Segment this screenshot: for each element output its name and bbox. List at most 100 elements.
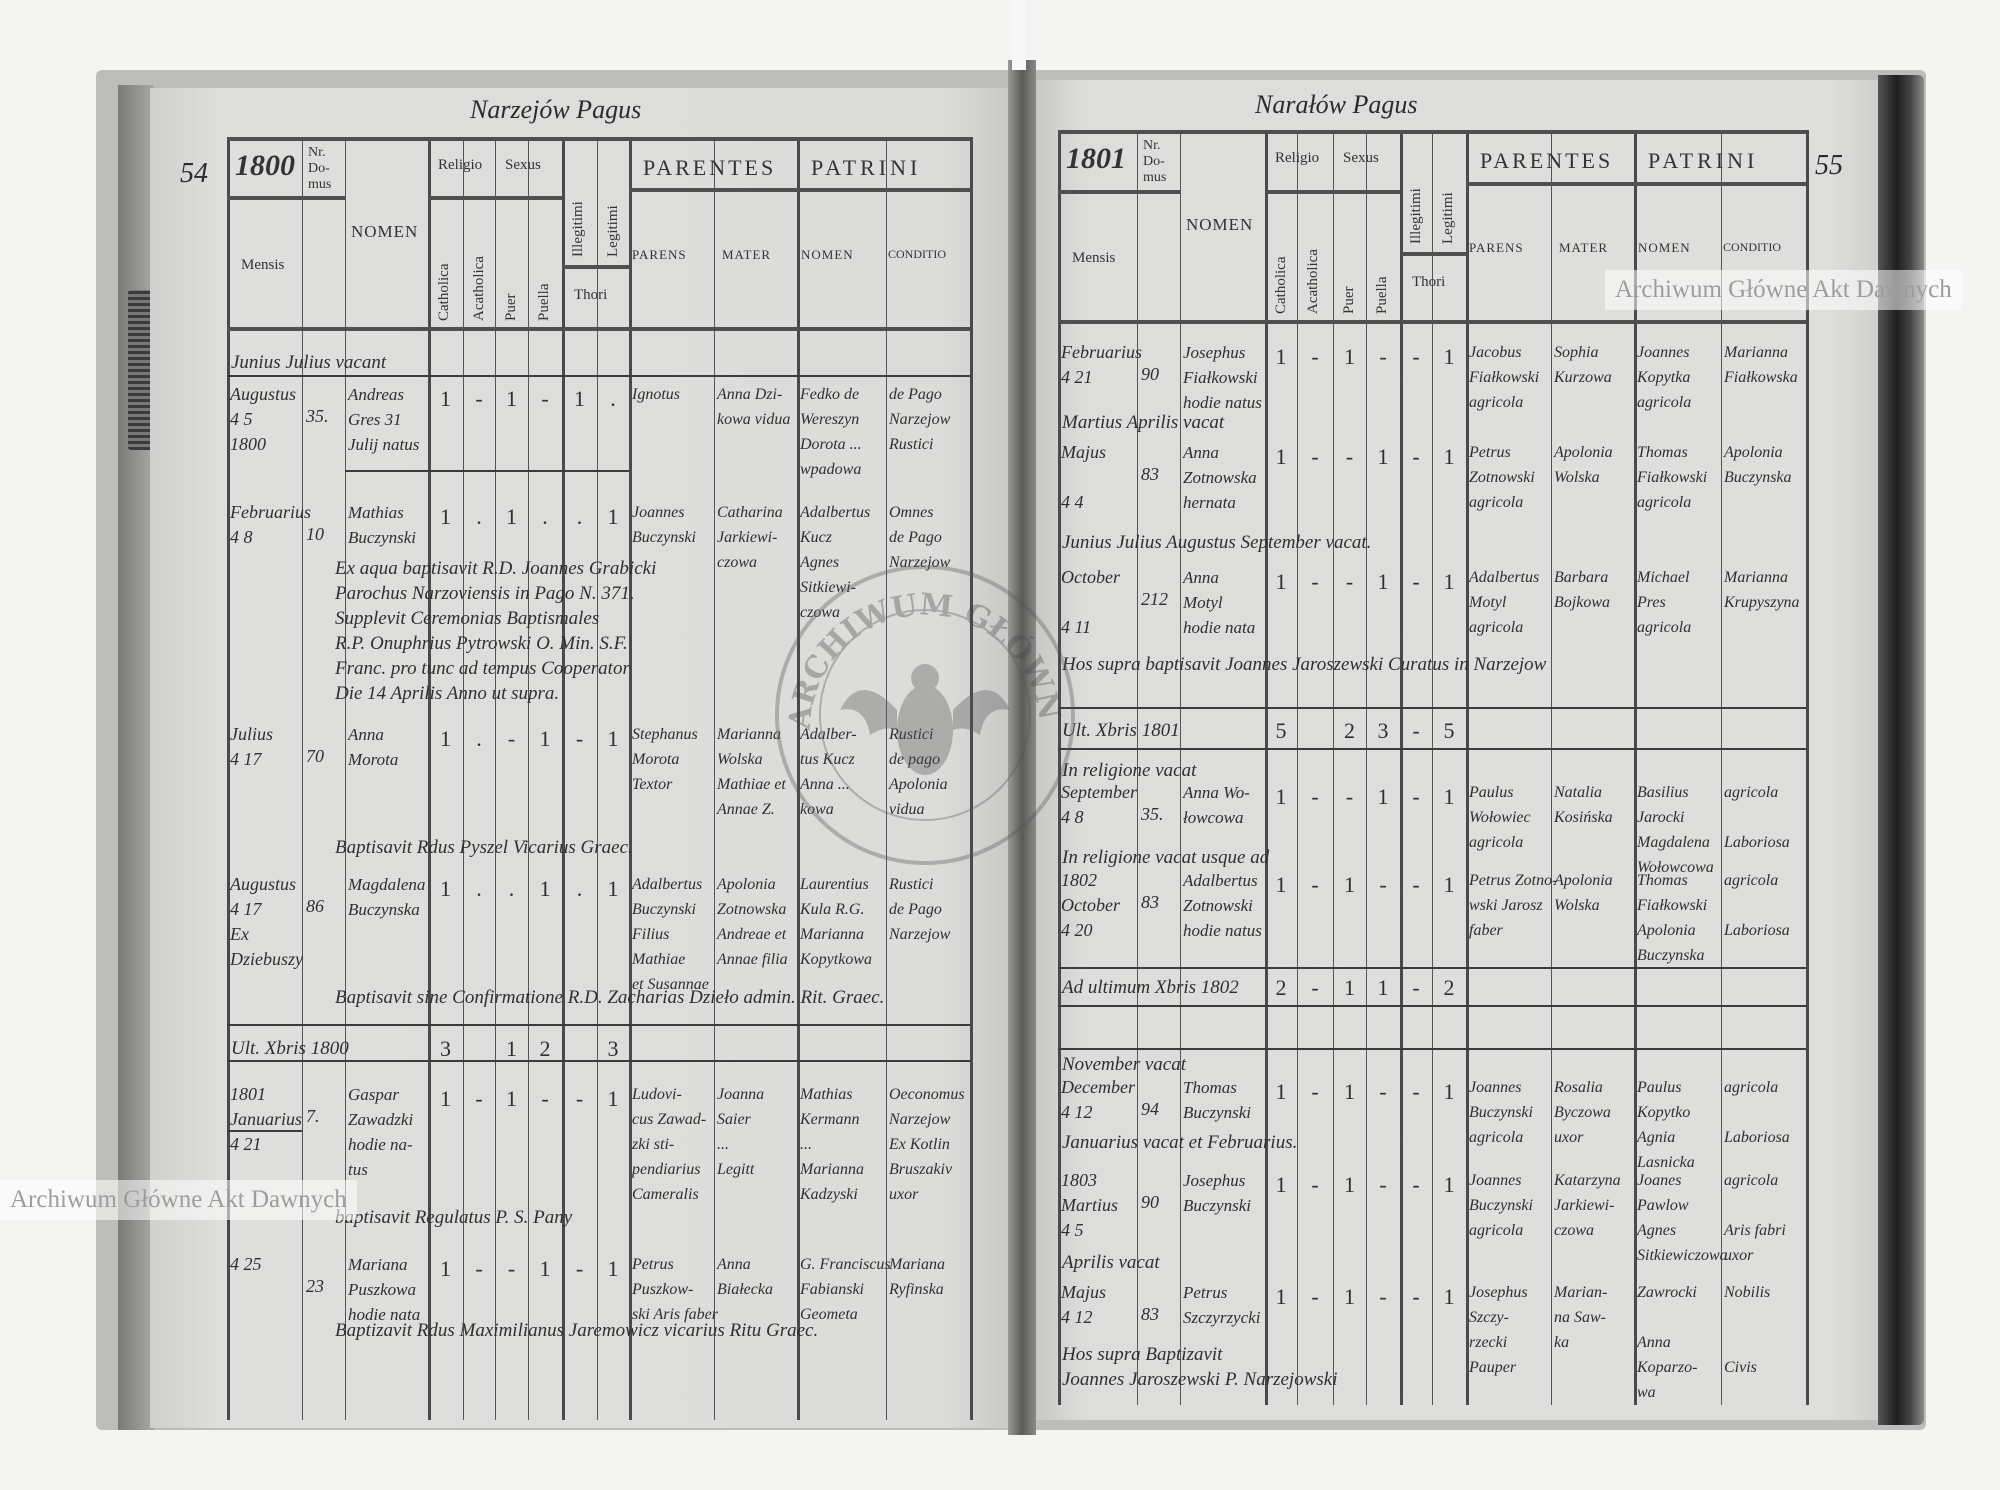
entry-mother: Anna Białecka	[717, 1256, 773, 1298]
year-total-count: 3	[1377, 718, 1389, 743]
entry-tally-mark: 1	[539, 726, 551, 751]
entry-tally-mark: -	[1379, 872, 1387, 897]
year-total-count: 1	[1344, 975, 1355, 1000]
nomen-label: NOMEN	[351, 222, 419, 241]
entry-house-number: 7.	[306, 1106, 320, 1126]
column-rule	[1466, 130, 1469, 1405]
acatholica-label: Acatholica	[1305, 249, 1321, 314]
entry-tally-mark: -	[1345, 444, 1354, 469]
entry-separator	[1058, 967, 1806, 969]
entry-child-name: Anna Motyl hodie nata	[1183, 568, 1256, 637]
entry-house-number: 83	[1141, 464, 1159, 484]
entry-child-name: Adalbertus Zotnowski hodie natus	[1183, 871, 1262, 940]
entry-father: Petrus Puszkow- ski Aris faber	[632, 1256, 718, 1323]
catholica-label: Catholica	[1273, 256, 1289, 314]
entry-tally-mark: 1	[1275, 1172, 1287, 1197]
entry-godparent-name: Michael Pres agricola	[1637, 569, 1692, 636]
entry-tally-mark: -	[575, 1086, 584, 1111]
entry-tally-mark: -	[1345, 569, 1354, 594]
entry-tally-mark: -	[1311, 1284, 1319, 1309]
entry-tally-mark: -	[1311, 784, 1319, 809]
year-total-label: Ult. Xbris 1800	[231, 1038, 349, 1059]
entry-godparent-name: G. Franciscus Fabianski Geometa	[800, 1256, 891, 1323]
entry-house-number: 90	[1141, 1192, 1159, 1212]
illegitimi-label: Illegitimi	[1408, 188, 1424, 244]
entry-separator	[227, 375, 970, 377]
column-rule	[1806, 130, 1809, 1405]
parens-label: PARENS	[632, 247, 687, 262]
entry-child-name: Josephus Fiałkowski hodie natus	[1183, 343, 1262, 412]
column-rule	[1432, 130, 1433, 1405]
entry-tally-mark: -	[1379, 1172, 1387, 1197]
entry-father: Adalbertus Buczynski Filius Mathiae et S…	[632, 876, 709, 993]
column-rule	[714, 137, 715, 1420]
entry-mother: Marian- na Saw- ka	[1554, 1284, 1608, 1351]
entry-father: Joannes Buczynski	[632, 504, 696, 546]
entry-father: Joannes Buczynski agricola	[1469, 1172, 1533, 1239]
column-rule	[1400, 130, 1403, 1405]
year-total-count: -	[1412, 718, 1420, 743]
entry-mother: Catharina Jarkiewi- czowa	[717, 504, 783, 571]
column-rule	[1265, 130, 1268, 1405]
entry-tally-mark: 1	[539, 1256, 551, 1281]
entry-tally-mark: 1	[1344, 1172, 1355, 1197]
right-page-heading: Narałów Pagus	[1255, 90, 1418, 119]
entry-month-day: Julius 4 17	[230, 724, 273, 769]
entry-tally-mark: 1	[1443, 444, 1455, 469]
sexus-label: Sexus	[505, 157, 541, 173]
entry-house-number: 83	[1141, 1304, 1159, 1324]
entry-tally-mark: 1	[440, 876, 451, 901]
entry-tally-mark: -	[575, 1256, 584, 1281]
entry-father: Paulus Wołowiec agricola	[1469, 784, 1531, 851]
thori-rule	[1400, 252, 1466, 256]
entry-tally-mark: -	[475, 1256, 483, 1281]
puer-label: Puer	[1341, 286, 1357, 315]
entry-godparent-condition: Rustici de Pago Narzejow	[889, 876, 951, 943]
entry-tally-mark: -	[475, 386, 483, 411]
entry-tally-mark: 1	[607, 1256, 619, 1281]
entry-father: Jacobus Fiałkowski agricola	[1469, 344, 1540, 411]
eagle-icon	[840, 664, 1010, 775]
book-gutter	[1008, 60, 1036, 1435]
parentes-patrini-rule	[1466, 182, 1806, 186]
entry-child-name: Mariana Puszkowa hodie nata	[348, 1255, 421, 1324]
entry-tally-mark: 1	[1344, 344, 1355, 369]
year-total-count: 3	[440, 1036, 451, 1061]
entry-month-day: Majus 4 12	[1061, 1282, 1106, 1327]
entry-godparent-name: Zawrocki Anna Koparzo- wa	[1637, 1284, 1698, 1401]
year-total-count: -	[1311, 975, 1319, 1000]
entry-godparent-name: Fedko de Wereszyn Dorota ... wpadowa	[800, 386, 862, 478]
entry-godparent-condition: Mariana Ryfinska	[889, 1256, 945, 1298]
entry-godparent-condition: agricola Aris fabri uxor	[1724, 1172, 1786, 1264]
entry-tally-mark: 1	[440, 1256, 451, 1281]
entry-tally-mark: 1	[1443, 344, 1455, 369]
entry-tally-mark: .	[576, 504, 583, 529]
entry-father: Petrus Zotno- wski Jarosz faber	[1469, 872, 1558, 939]
entry-father: Ludovi- cus Zawad- zki sti- pendiarius C…	[632, 1086, 707, 1203]
column-rule	[797, 137, 800, 1420]
entry-tally-mark: -	[1412, 569, 1420, 594]
entry-tally-mark: 1	[1275, 344, 1287, 369]
entry-godparent-name: Basilius Jarocki Magdalena Wołowcowa	[1637, 784, 1714, 876]
entry-tally-mark: 1	[1443, 1172, 1455, 1197]
entry-godparent-name: Thomas Fiałkowski Apolonia Buczynska	[1637, 872, 1708, 964]
entry-month-day: 1802 October 4 20	[1061, 870, 1120, 940]
entry-separator	[1058, 707, 1806, 709]
gutter-gap	[1012, 0, 1026, 70]
entry-godparent-name: Adalber- tus Kucz Anna ... kowa	[800, 726, 857, 818]
entry-month-day: Februarius 4 8	[230, 502, 311, 547]
entry-godparent-name: Joanes Pawlow Agnes Sitkiewiczowa	[1637, 1172, 1728, 1264]
entry-house-number: 94	[1141, 1099, 1159, 1119]
entry-tally-mark: -	[541, 386, 549, 411]
entry-tally-mark: 1	[607, 726, 619, 751]
entry-separator	[227, 1024, 970, 1026]
column-rule	[1634, 130, 1637, 1405]
entry-godparent-condition: agricola Laboriosa	[1724, 784, 1790, 851]
header-bottom-rule	[227, 327, 970, 331]
nr-domus-label: Nr. Do- mus	[1143, 138, 1167, 185]
entry-tally-mark: -	[575, 726, 584, 751]
entry-father: Adalbertus Motyl agricola	[1469, 569, 1540, 636]
entry-house-number: 10	[306, 524, 324, 544]
year-total-count: 3	[607, 1036, 619, 1061]
puella-label: Puella	[536, 283, 552, 322]
